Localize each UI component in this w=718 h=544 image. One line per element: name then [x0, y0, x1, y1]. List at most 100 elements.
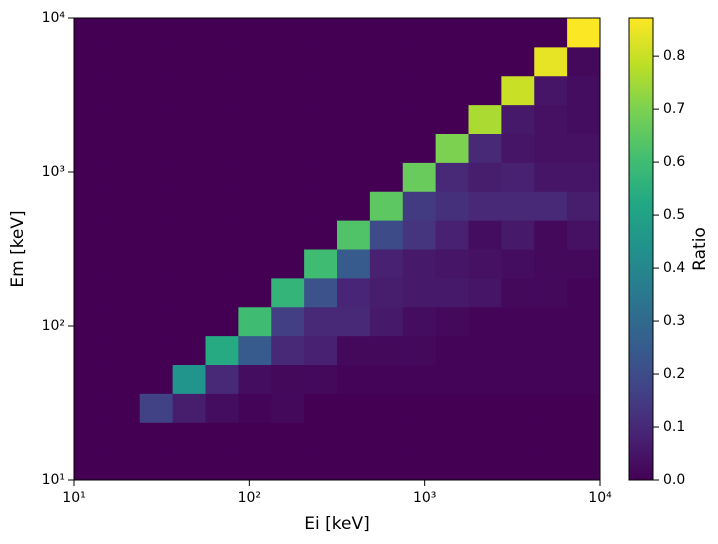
heatmap-cell: [238, 335, 272, 366]
heatmap-cell: [534, 220, 568, 250]
heatmap-cell: [271, 306, 305, 337]
heatmap-cell: [369, 162, 404, 192]
heatmap-cell: [567, 393, 601, 423]
heatmap-cell: [369, 133, 404, 163]
heatmap-cell: [304, 364, 338, 394]
heatmap-cell: [74, 162, 108, 192]
heatmap-cell: [172, 46, 206, 77]
heatmap-cell: [139, 277, 174, 308]
heatmap-cell: [402, 248, 437, 279]
heatmap-cell: [501, 277, 535, 308]
heatmap-cell: [205, 422, 239, 452]
heatmap-cell: [139, 248, 174, 279]
heatmap-cell: [567, 306, 601, 337]
heatmap-cell: [172, 277, 206, 308]
heatmap-cell: [74, 364, 108, 394]
heatmap-cell: [435, 104, 470, 134]
x-axis-label: Ei [keV]: [304, 514, 369, 534]
heatmap-cell: [172, 422, 206, 452]
heatmap-cell: [139, 393, 174, 423]
heatmap-cell: [501, 220, 535, 250]
heatmap-cell: [139, 104, 174, 134]
heatmap-cell: [271, 162, 305, 192]
heatmap-cell: [534, 162, 568, 192]
heatmap-cell: [337, 248, 371, 279]
heatmap-cell: [501, 133, 535, 163]
heatmap-cell: [402, 335, 437, 366]
heatmap-cell: [238, 364, 272, 394]
heatmap-cell: [74, 277, 108, 308]
heatmap-cell: [501, 75, 535, 106]
heatmap-cell: [139, 422, 174, 452]
heatmap-cell: [205, 46, 239, 77]
heatmap-cell: [435, 18, 470, 48]
heatmap-cell: [238, 191, 272, 221]
heatmap-cell: [468, 335, 502, 366]
heatmap-cell: [172, 162, 206, 192]
heatmap-cell: [271, 277, 305, 308]
heatmap-cell: [74, 306, 108, 337]
x-tick-label: 10²: [238, 490, 261, 506]
heatmap-cell: [468, 248, 502, 279]
heatmap-cell: [369, 277, 404, 308]
plot-frame: [73, 17, 601, 481]
heatmap-cell: [304, 75, 338, 106]
heatmap-cell: [435, 133, 470, 163]
heatmap-cell: [468, 220, 502, 250]
heatmap-cell: [534, 422, 568, 452]
heatmap-cell: [106, 422, 141, 452]
colorbar-tick-label: 0.8: [663, 48, 685, 64]
heatmap-cell: [402, 104, 437, 134]
y-axis-label: Em [keV]: [8, 210, 28, 287]
heatmap-cell: [567, 133, 601, 163]
heatmap-cell: [567, 75, 601, 106]
heatmap-cell: [172, 248, 206, 279]
heatmap-cell: [205, 277, 239, 308]
heatmap-cell: [468, 46, 502, 77]
heatmap-cell: [567, 220, 601, 250]
heatmap-cell: [304, 306, 338, 337]
y-tick-label: 10³: [42, 164, 65, 180]
heatmap-cell: [238, 46, 272, 77]
heatmap-cell: [205, 248, 239, 279]
heatmap-cell: [238, 162, 272, 192]
heatmap-cell: [435, 422, 470, 452]
heatmap-cell: [567, 248, 601, 279]
colorbar-tick-label: 0.0: [663, 472, 685, 488]
heatmap-cell: [238, 451, 272, 481]
heatmap-cell: [402, 75, 437, 106]
heatmap-cell: [435, 75, 470, 106]
heatmap-cell: [567, 422, 601, 452]
heatmap-cell: [501, 335, 535, 366]
heatmap-cell: [534, 364, 568, 394]
heatmap-cell: [402, 422, 437, 452]
heatmap-cell: [435, 335, 470, 366]
heatmap-cell: [106, 75, 141, 106]
heatmap-cell: [402, 306, 437, 337]
heatmap-cell: [402, 162, 437, 192]
heatmap-cell: [271, 451, 305, 481]
heatmap-cell: [567, 191, 601, 221]
heatmap-cell: [402, 364, 437, 394]
heatmap-cell: [205, 364, 239, 394]
heatmap-cell: [172, 191, 206, 221]
heatmap-cell: [534, 451, 568, 481]
heatmap-cell: [501, 191, 535, 221]
heatmap-cell: [172, 335, 206, 366]
heatmap-cell: [337, 364, 371, 394]
heatmap-cell: [501, 422, 535, 452]
heatmap-cell: [139, 46, 174, 77]
heatmap-cell: [435, 220, 470, 250]
heatmap-cell: [139, 364, 174, 394]
heatmap-cell: [74, 220, 108, 250]
heatmap-cell: [139, 220, 174, 250]
heatmap-cell: [304, 335, 338, 366]
heatmap-cell: [271, 75, 305, 106]
heatmap-cell: [304, 191, 338, 221]
heatmap-cell: [501, 104, 535, 134]
heatmap-cell: [304, 104, 338, 134]
heatmap-cell: [501, 248, 535, 279]
colorbar-tick-label: 0.6: [663, 154, 685, 170]
heatmap-cell: [337, 393, 371, 423]
heatmap-cell: [567, 46, 601, 77]
